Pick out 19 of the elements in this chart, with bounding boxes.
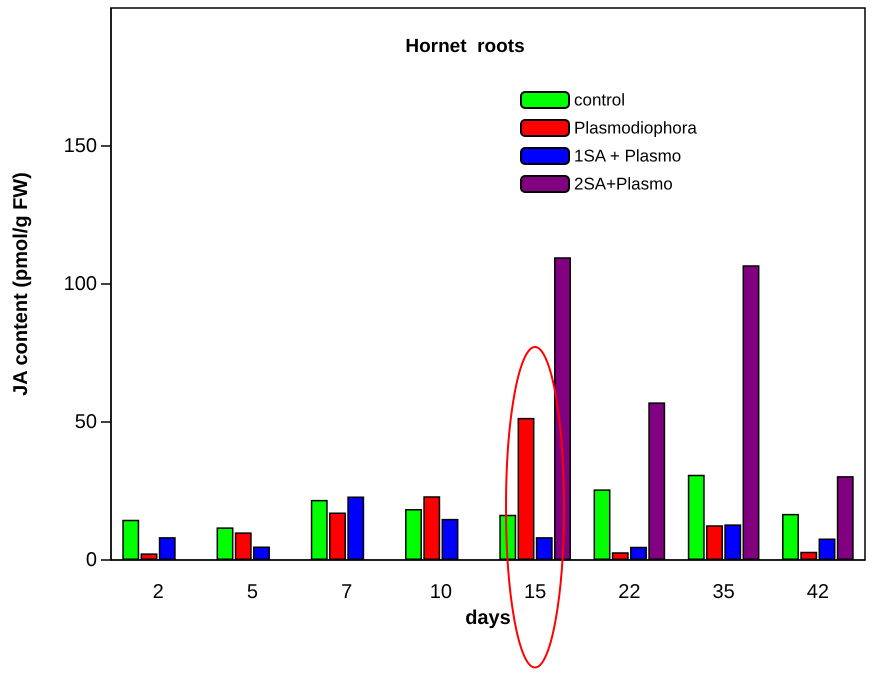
- legend-label: Plasmodiophora: [574, 118, 698, 138]
- y-tick-label: 100: [64, 273, 97, 295]
- y-tick-label: 0: [86, 549, 97, 571]
- y-tick-label: 50: [74, 411, 97, 433]
- legend-label: control: [574, 90, 626, 110]
- x-tick-label: 35: [712, 581, 735, 603]
- legend-label: 2SA+Plasmo: [574, 174, 673, 194]
- x-tick-label: 10: [430, 581, 452, 603]
- x-axis-title: days: [465, 607, 511, 629]
- legend-label: 1SA + Plasmo: [574, 146, 682, 166]
- x-tick-label: 22: [618, 581, 640, 603]
- y-axis-title: JA content (pmol/g FW): [10, 172, 32, 396]
- x-tick-label: 5: [246, 581, 258, 603]
- x-tick-label: 15: [524, 581, 546, 603]
- x-tick-label: 7: [341, 581, 352, 603]
- x-tick-label: 2: [152, 581, 164, 603]
- y-tick-label: 150: [64, 135, 97, 157]
- text: Hornet roots: [405, 36, 525, 57]
- x-tick-label: 42: [806, 581, 829, 603]
